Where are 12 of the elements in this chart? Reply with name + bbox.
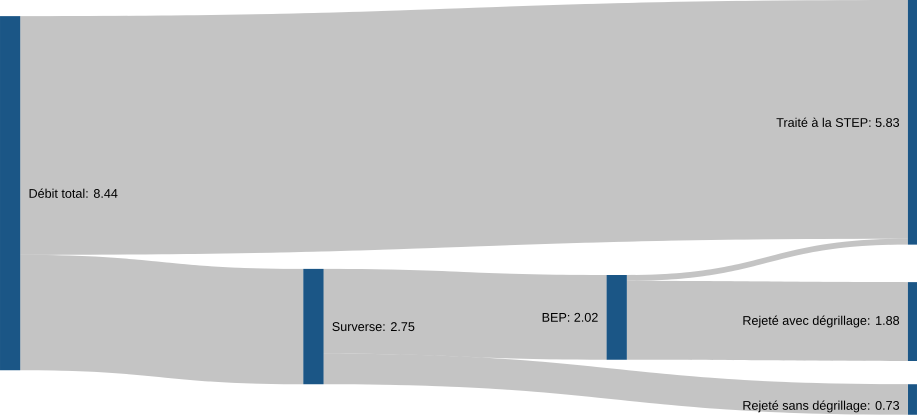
data-label: : 1.88	[868, 316, 900, 326]
data-label: : 5.83	[869, 118, 900, 128]
data-label: : 2.02	[568, 313, 598, 322]
data-label: : 8.44	[86, 189, 118, 198]
category-label: Rejeté avec dégrillage	[743, 316, 866, 328]
data-label: : 0.73	[868, 401, 900, 410]
data-label: : 2.75	[383, 322, 414, 332]
category-label: Traité à la STEP	[776, 118, 868, 128]
category-label: Débit total	[30, 188, 84, 198]
category-label: Rejeté sans dégrillage	[743, 400, 866, 412]
category-label: BEP	[542, 313, 566, 322]
category-label: Surverse	[332, 322, 382, 332]
